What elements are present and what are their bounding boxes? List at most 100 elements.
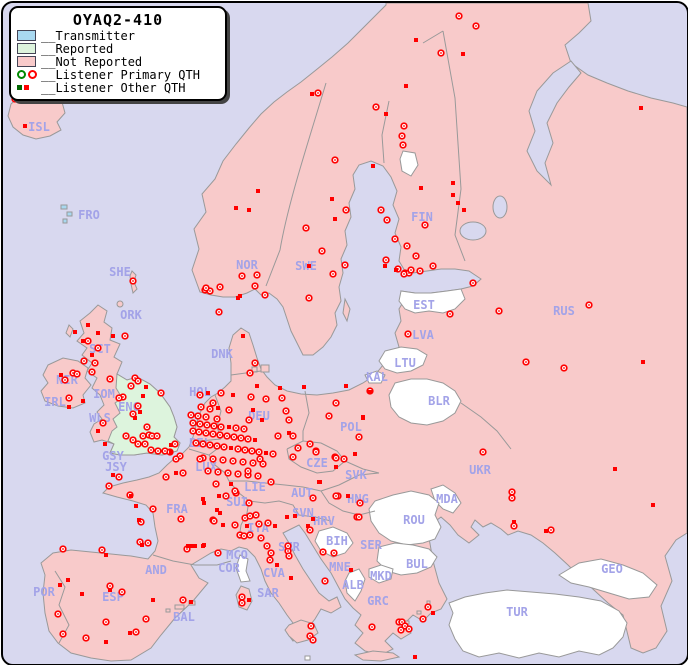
country-label-ISL: ISL — [28, 120, 50, 134]
country-label-AND: AND — [145, 563, 167, 577]
listener-primary-marker — [129, 436, 137, 444]
lake-onega — [492, 195, 508, 219]
listener-primary-marker — [289, 432, 297, 440]
listener-primary-marker — [437, 49, 445, 57]
listener-other-marker — [404, 84, 408, 88]
faroe-transmitter-3 — [62, 218, 68, 224]
listener-primary-marker — [134, 440, 142, 448]
listener-other-marker — [111, 334, 115, 338]
listener-other-marker — [174, 471, 178, 475]
listener-primary-marker — [267, 549, 275, 557]
listener-primary-marker — [246, 512, 254, 520]
gotland — [342, 297, 351, 323]
listener-other-marker — [260, 418, 264, 422]
listener-primary-marker — [231, 521, 239, 529]
listener-primary-marker — [144, 539, 152, 547]
listener-other-marker — [186, 544, 190, 548]
listener-other-marker — [414, 38, 418, 42]
finnish-lakes — [399, 150, 419, 177]
listener-other-marker — [287, 431, 291, 435]
listener-primary-marker — [196, 420, 204, 428]
listener-primary-marker — [122, 432, 130, 440]
listener-other-marker — [255, 384, 259, 388]
listener-other-marker — [289, 576, 293, 580]
listener-primary-marker — [306, 526, 314, 534]
listener-primary-marker — [331, 156, 339, 164]
listener-other-marker — [201, 544, 205, 548]
listener-primary-marker — [134, 402, 142, 410]
listener-primary-marker — [397, 626, 405, 634]
listener-primary-marker — [213, 415, 221, 423]
listener-primary-marker — [214, 549, 222, 557]
country-label-BLR: BLR — [428, 394, 450, 408]
malta — [304, 655, 311, 661]
listener-other-marker — [216, 406, 220, 410]
listener-primary-marker — [210, 517, 218, 525]
listener-other-marker — [111, 473, 115, 477]
country-label-NOR: NOR — [236, 258, 258, 272]
listener-primary-marker — [147, 446, 155, 454]
listener-primary-marker — [94, 344, 102, 352]
listener-other-marker — [456, 201, 460, 205]
listener-primary-marker — [238, 599, 246, 607]
listener-other-marker — [353, 452, 357, 456]
belarus — [388, 378, 462, 426]
country-label-SHE: SHE — [109, 265, 131, 279]
listener-primary-marker — [309, 494, 317, 502]
listener-primary-marker — [142, 615, 150, 623]
listener-primary-marker — [162, 473, 170, 481]
country-label-SAR: SAR — [257, 586, 279, 600]
country-label-SVN: SVN — [292, 506, 314, 520]
listener-primary-marker — [203, 421, 211, 429]
listener-primary-marker — [325, 412, 333, 420]
country-label-FRO: FRO — [78, 208, 100, 222]
listener-other-marker — [330, 197, 334, 201]
listener-primary-marker — [252, 511, 260, 519]
listener-other-marker — [512, 520, 516, 524]
listener-primary-marker — [284, 542, 292, 550]
listener-other-marker — [346, 494, 350, 498]
listener-primary-marker — [330, 549, 338, 557]
listener-primary-marker — [105, 482, 113, 490]
listener-other-marker — [245, 524, 249, 528]
country-label-CVA: CVA — [263, 566, 285, 580]
not-reported-swatch-icon — [17, 56, 41, 67]
listener-other-marker — [73, 330, 77, 334]
orkney — [116, 300, 124, 308]
listener-other-marker — [349, 568, 353, 572]
listener-primary-marker — [195, 428, 203, 436]
listener-primary-marker — [217, 423, 225, 431]
country-label-FIN: FIN — [411, 210, 433, 224]
listener-primary-marker — [289, 453, 297, 461]
listener-primary-marker — [220, 443, 228, 451]
listener-primary-marker — [153, 432, 161, 440]
legend-label: __Not Reported — [41, 54, 143, 69]
country-label-RUS: RUS — [553, 304, 575, 318]
country-label-COR: COR — [218, 561, 240, 575]
macedonia — [368, 564, 394, 584]
listener-primary-marker — [129, 410, 137, 418]
listener-other-marker — [221, 523, 225, 527]
listener-primary-marker — [202, 429, 210, 437]
listener-primary-marker — [219, 456, 227, 464]
listener-primary-marker — [332, 454, 340, 462]
country-label-EST: EST — [413, 298, 435, 312]
listener-primary-marker — [247, 393, 255, 401]
zealand — [260, 364, 270, 373]
listener-primary-marker — [199, 440, 207, 448]
listener-primary-marker — [143, 423, 151, 431]
listener-other-marker — [451, 193, 455, 197]
listener-primary-marker — [285, 416, 293, 424]
listener-primary-marker — [251, 359, 259, 367]
listener-primary-marker — [399, 141, 407, 149]
listener-markers — [11, 12, 655, 659]
listener-other-marker — [96, 331, 100, 335]
listener-primary-marker — [149, 505, 157, 513]
listener-primary-marker — [54, 610, 62, 618]
country-label-ORK: ORK — [120, 308, 142, 322]
country-label-IRL: IRL — [44, 395, 66, 409]
listener-other-marker — [371, 164, 375, 168]
listener-primary-marker — [196, 391, 204, 399]
lake-ladoga — [459, 221, 487, 241]
